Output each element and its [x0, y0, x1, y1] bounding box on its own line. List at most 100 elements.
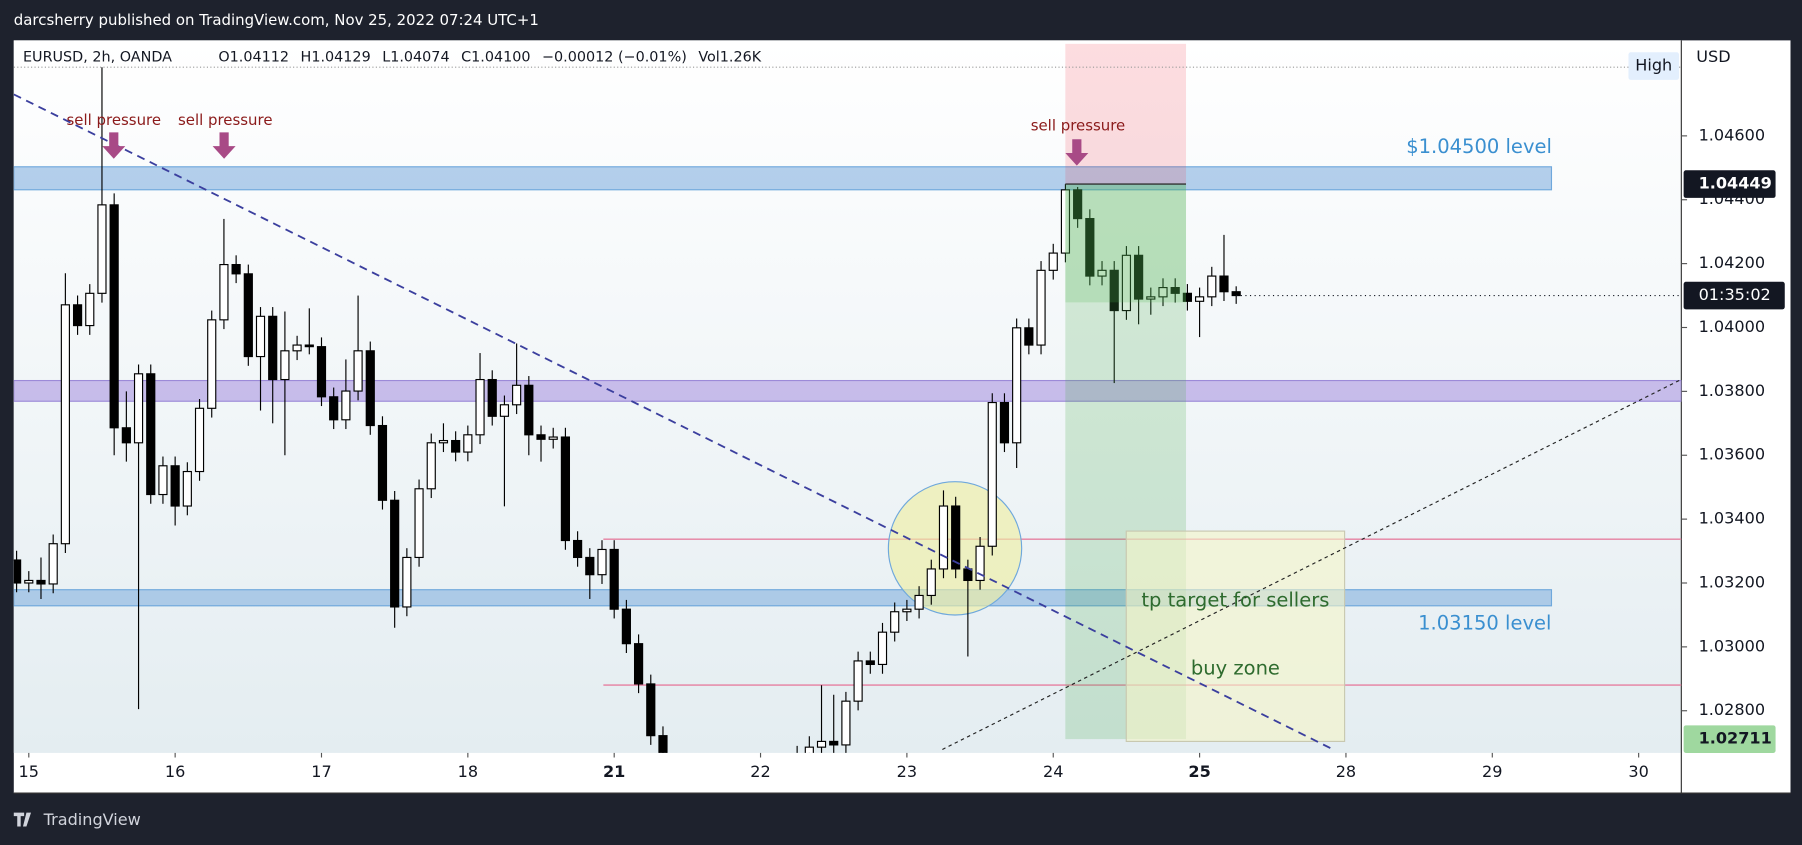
candle-body	[597, 548, 607, 576]
annotation: 1.03150 level	[1418, 612, 1551, 635]
candle-body	[987, 401, 997, 547]
candle-body	[1207, 275, 1217, 298]
candle-body	[975, 545, 985, 582]
countdown-badge	[1683, 281, 1785, 310]
pivot-zone	[13, 379, 1682, 402]
legend-value: Vol1.26K	[698, 50, 761, 66]
candle-body	[304, 344, 314, 348]
candle-body	[524, 384, 534, 436]
x-tick-label: 17	[311, 762, 331, 781]
annotation: sell pressure	[67, 111, 162, 129]
arrows	[102, 132, 1089, 166]
candle-body	[353, 350, 363, 392]
candle-body	[121, 427, 131, 444]
candle-body	[60, 304, 70, 545]
candle-body	[963, 568, 973, 582]
arrow	[212, 132, 236, 159]
candle-body	[1060, 189, 1071, 254]
candle-body	[365, 350, 375, 427]
candle-body	[548, 436, 558, 440]
x-tick-label: 18	[458, 762, 478, 781]
candle-body	[573, 539, 583, 559]
candle-body	[72, 304, 83, 327]
candle-body	[609, 548, 619, 610]
candle-body	[426, 442, 436, 490]
price-label: 1.04449	[1699, 174, 1772, 193]
candle-body	[487, 378, 497, 417]
y-tick-label: 1.03800	[1699, 381, 1766, 400]
y-tick-label: 1.03400	[1699, 509, 1766, 528]
candle-body	[390, 499, 400, 608]
candle-body	[85, 292, 95, 327]
annotation: tp target for sellers	[1141, 589, 1329, 612]
x-tick-label: 29	[1482, 762, 1502, 781]
y-tick-label: 1.04200	[1699, 253, 1766, 272]
candle-body	[1146, 296, 1156, 300]
footer-brand: TradingView	[43, 810, 141, 829]
candle-body	[1134, 254, 1144, 300]
annotation: $1.04500 level	[1406, 135, 1552, 158]
candle-body	[377, 424, 388, 501]
publisher: darcsherry published on TradingView.com,…	[14, 11, 539, 29]
candle-body	[633, 643, 644, 685]
candle-body	[902, 608, 912, 613]
legend-value: L1.04074	[382, 50, 449, 66]
candle-body	[1036, 269, 1046, 346]
candle-body	[877, 631, 888, 666]
candle-body	[231, 264, 241, 275]
candle-body	[499, 404, 510, 417]
candle-body	[1231, 291, 1241, 297]
candle-body	[207, 319, 217, 409]
drawings-front: sell pressure sell pressure sell pressure $…	[13, 43, 1682, 751]
x-tick-label: 30	[1628, 762, 1648, 781]
candle-body	[194, 407, 205, 473]
price-badge	[1683, 725, 1776, 753]
candle-body	[829, 740, 839, 746]
candle-body	[109, 204, 119, 429]
trend-line	[13, 93, 1334, 751]
x-tick-label: 16	[165, 762, 185, 781]
candle-body	[1158, 287, 1168, 298]
candle-body	[1085, 218, 1095, 277]
candle-body	[438, 439, 449, 444]
y-tick-label: 1.04600	[1699, 125, 1766, 144]
x-tick-label: 24	[1043, 762, 1063, 781]
candle-body	[1073, 189, 1083, 220]
candle-body	[316, 346, 327, 398]
profit-zone	[1065, 184, 1187, 303]
axes: EURUSD, 2h, OANDA O1.04112 H1.04129 L1.0407…	[13, 47, 1785, 781]
candle-body	[158, 465, 168, 496]
candle-body	[999, 401, 1010, 444]
currency: USD	[1696, 47, 1730, 66]
candle-body	[48, 543, 58, 585]
candle-body	[170, 465, 180, 507]
candle-body	[890, 611, 900, 633]
candle-body	[1219, 275, 1229, 293]
candle-body	[146, 373, 156, 496]
legend-value: H1.04129	[301, 50, 371, 66]
y-tick-label: 1.04000	[1699, 317, 1766, 336]
countdown: 01:35:02	[1699, 285, 1771, 304]
y-tick-label: 1.02800	[1699, 700, 1766, 719]
candle-body	[1182, 292, 1192, 302]
candle-body	[1048, 252, 1058, 271]
legend-value: C1.04100	[461, 50, 530, 66]
candle-body	[621, 608, 631, 645]
high-label: High	[1635, 56, 1672, 75]
candle-body	[646, 683, 656, 737]
candle-body	[182, 470, 192, 507]
legend-value: O1.04112	[218, 50, 289, 66]
candle-body	[585, 556, 595, 576]
candle-body	[292, 344, 302, 352]
price-badge	[1683, 170, 1776, 198]
candle-body	[402, 556, 412, 608]
y-tick-label: 1.03200	[1699, 572, 1766, 591]
candle-body	[255, 315, 266, 358]
arrow	[1065, 139, 1089, 166]
candle-body	[280, 350, 290, 381]
candle-body	[816, 740, 827, 748]
candle-body	[1109, 269, 1119, 312]
x-tick-label: 25	[1188, 762, 1210, 781]
candle-body	[560, 436, 571, 542]
